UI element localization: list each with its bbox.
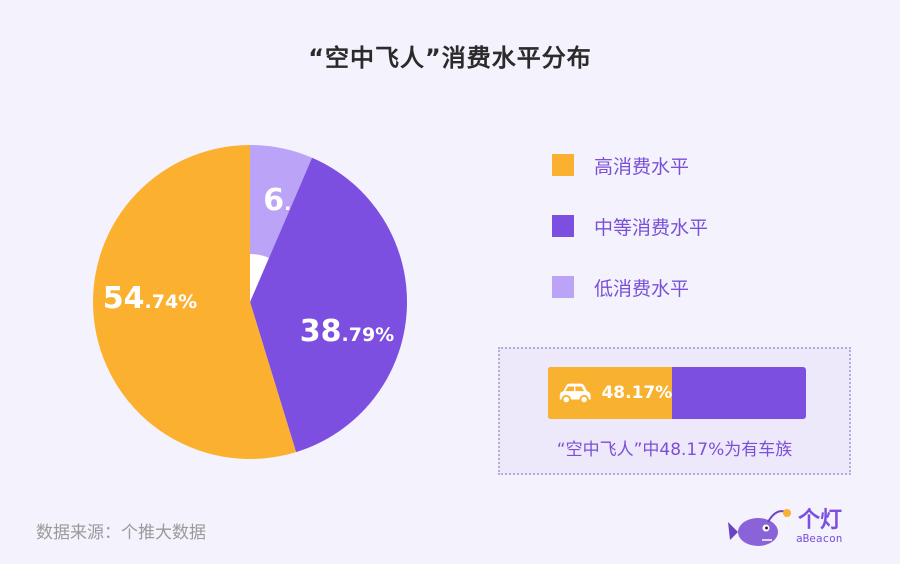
legend-label-medium: 中等消费水平 bbox=[594, 216, 709, 239]
brand-name: 个灯 bbox=[798, 508, 843, 533]
car-ownership-bar: 48.17% bbox=[548, 367, 806, 419]
legend: 高消费水平 中等消费水平 低消费水平 bbox=[552, 150, 708, 333]
car-icon bbox=[559, 383, 591, 405]
car-ownership-fill: 48.17% bbox=[548, 367, 673, 419]
data-source: 数据来源：个推大数据 bbox=[36, 523, 206, 543]
brand-logo: 个灯 aBeacon bbox=[728, 500, 858, 552]
legend-item-low: 低消费水平 bbox=[552, 272, 708, 302]
legend-swatch-medium bbox=[552, 215, 574, 237]
car-ownership-caption: “空中飞人”中48.17%为有车族 bbox=[556, 440, 793, 460]
legend-item-high: 高消费水平 bbox=[552, 150, 708, 180]
legend-label-low: 低消费水平 bbox=[594, 277, 690, 300]
legend-item-medium: 中等消费水平 bbox=[552, 211, 708, 241]
pie-slice-3 bbox=[93, 145, 297, 459]
legend-swatch-high bbox=[552, 154, 574, 176]
chart-title: “空中飞人”消费水平分布 bbox=[308, 44, 592, 72]
car-ownership-box: 48.17% “空中飞人”中48.17%为有车族 bbox=[498, 347, 851, 475]
legend-swatch-low bbox=[552, 276, 574, 298]
pie-slice-2 bbox=[250, 157, 407, 453]
legend-label-high: 高消费水平 bbox=[594, 155, 690, 178]
car-ownership-percent: 48.17% bbox=[601, 383, 673, 403]
brand-subtitle: aBeacon bbox=[796, 532, 843, 545]
pie-slice-label-2: 38.79% bbox=[300, 314, 394, 349]
anglerfish-logo-icon bbox=[728, 509, 791, 546]
pie-slice-label-3: 54.74% bbox=[103, 281, 197, 316]
